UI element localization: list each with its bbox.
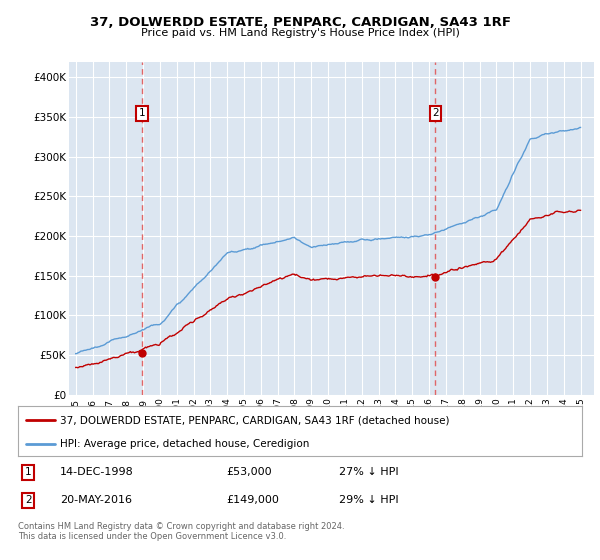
Text: 37, DOLWERDD ESTATE, PENPARC, CARDIGAN, SA43 1RF: 37, DOLWERDD ESTATE, PENPARC, CARDIGAN, … bbox=[89, 16, 511, 29]
Text: 20-MAY-2016: 20-MAY-2016 bbox=[60, 496, 133, 505]
Text: 37, DOLWERDD ESTATE, PENPARC, CARDIGAN, SA43 1RF (detached house): 37, DOLWERDD ESTATE, PENPARC, CARDIGAN, … bbox=[60, 415, 450, 425]
Text: 1: 1 bbox=[25, 467, 31, 477]
Text: £53,000: £53,000 bbox=[227, 467, 272, 477]
Text: 2: 2 bbox=[432, 108, 439, 118]
Text: Price paid vs. HM Land Registry's House Price Index (HPI): Price paid vs. HM Land Registry's House … bbox=[140, 28, 460, 38]
Text: Contains HM Land Registry data © Crown copyright and database right 2024.
This d: Contains HM Land Registry data © Crown c… bbox=[18, 522, 344, 542]
Text: 14-DEC-1998: 14-DEC-1998 bbox=[60, 467, 134, 477]
Text: 29% ↓ HPI: 29% ↓ HPI bbox=[340, 496, 399, 505]
Text: £149,000: £149,000 bbox=[227, 496, 280, 505]
Text: HPI: Average price, detached house, Ceredigion: HPI: Average price, detached house, Cere… bbox=[60, 439, 310, 449]
Text: 27% ↓ HPI: 27% ↓ HPI bbox=[340, 467, 399, 477]
Text: 2: 2 bbox=[25, 496, 31, 505]
Text: 1: 1 bbox=[139, 108, 146, 118]
